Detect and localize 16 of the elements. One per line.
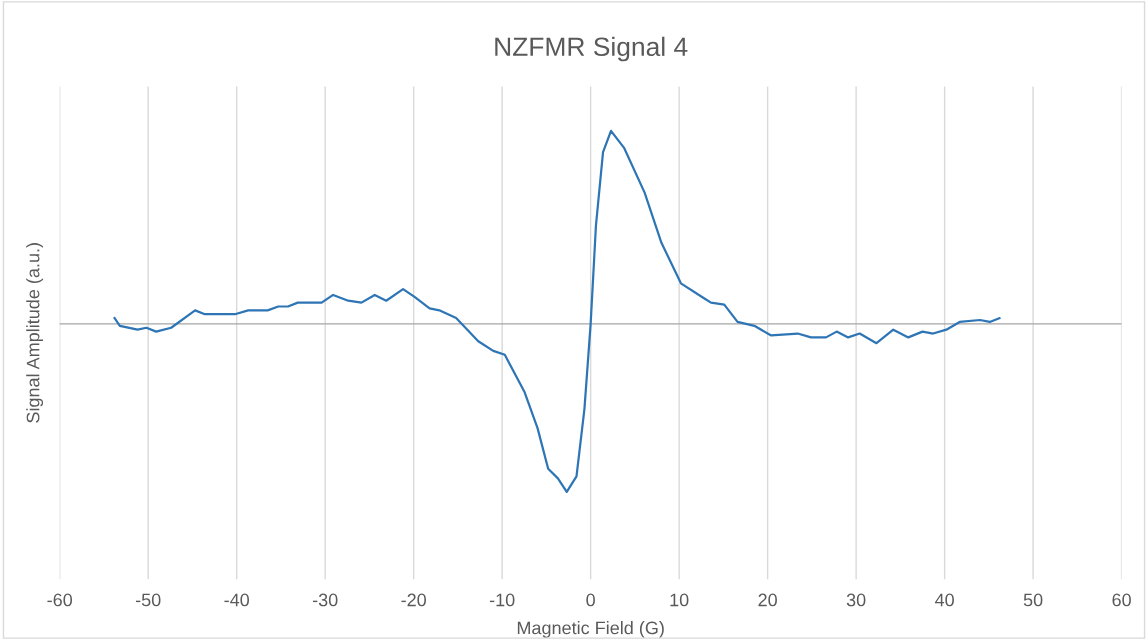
x-tick-label: -60 [47, 593, 73, 607]
x-tick-label: -20 [401, 593, 427, 607]
x-tick-label: 30 [846, 593, 866, 607]
x-tick-label: 50 [1023, 593, 1043, 607]
chart-title: NZFMR Signal 4 [495, 36, 688, 62]
x-tick-label: -50 [135, 593, 161, 607]
y-axis-title: Signal Amplitude (a.u.) [26, 243, 44, 423]
x-axis-title: Magnetic Field (G) [517, 621, 664, 638]
x-tick-label: 60 [1112, 593, 1131, 607]
x-tick-label: 20 [758, 593, 777, 607]
x-tick-label: 10 [670, 593, 689, 607]
x-tick-label: -30 [312, 593, 338, 607]
x-tick-label: 40 [934, 593, 954, 607]
x-tick-label: 0 [586, 593, 595, 607]
x-tick-label: -10 [489, 593, 515, 607]
x-tick-label: -40 [224, 593, 250, 607]
